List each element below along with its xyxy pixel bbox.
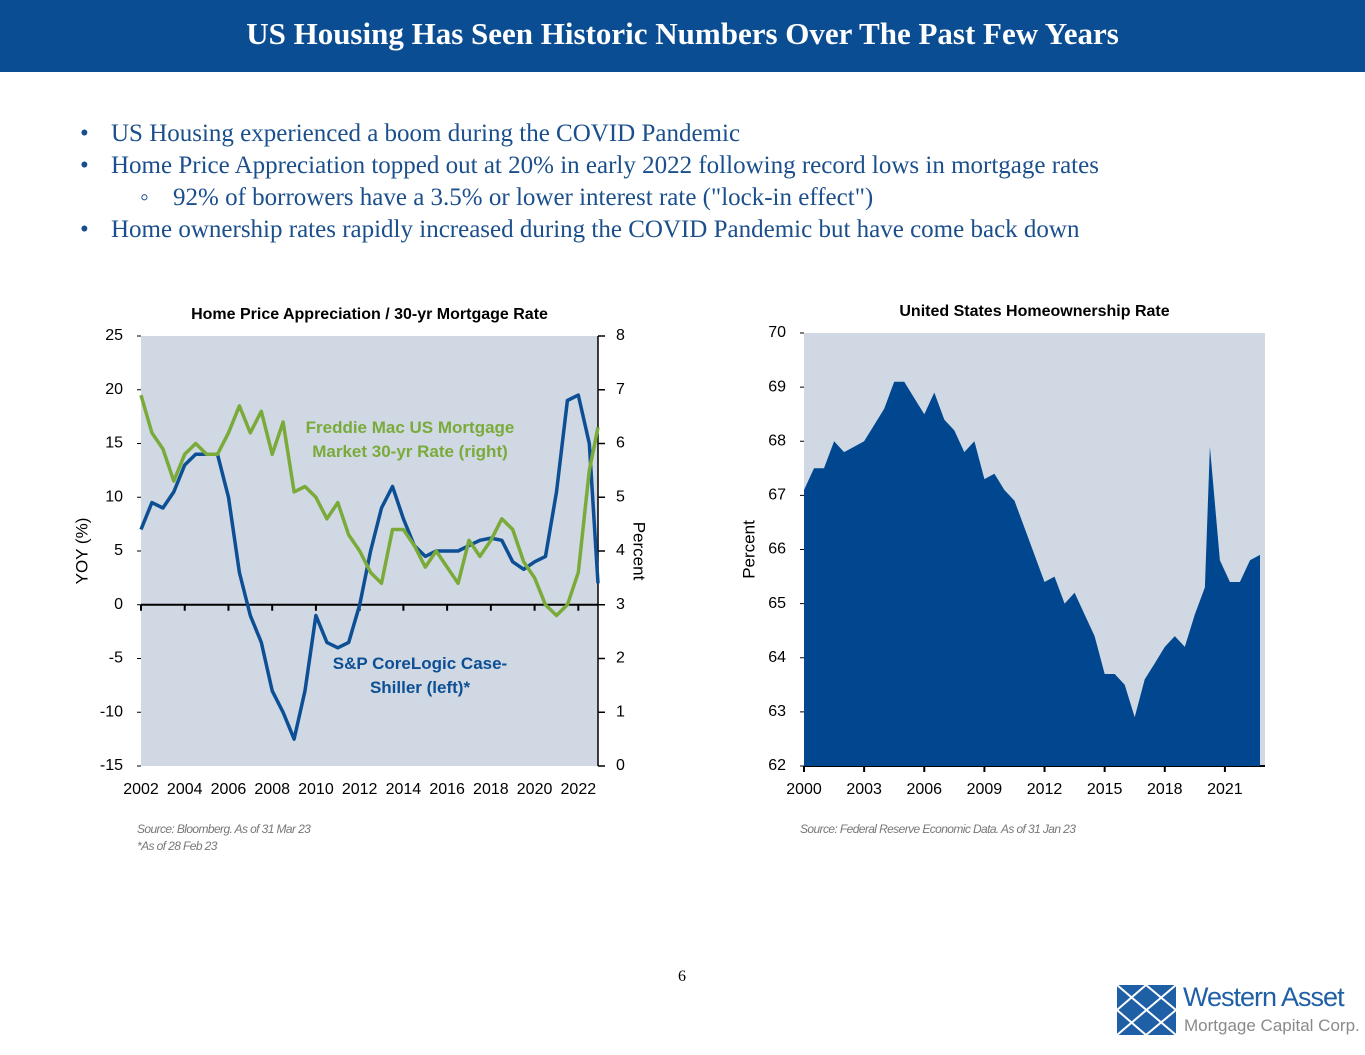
bullet: Home Price Appreciation topped out at 20… — [80, 150, 1099, 182]
y2-axis-label: Percent — [630, 522, 649, 581]
x-tick-label: 2014 — [386, 781, 422, 798]
y-tick-label: -5 — [109, 650, 123, 667]
x-tick-label: 2003 — [846, 781, 882, 798]
y-tick-label: 10 — [105, 488, 123, 505]
y2-tick-label: 6 — [616, 435, 625, 452]
x-tick-label: 2022 — [561, 781, 597, 798]
series-line — [139, 394, 600, 618]
source-note: Source: Bloomberg. As of 31 Mar 23 — [137, 822, 311, 836]
y2-tick-label: 0 — [616, 757, 625, 774]
y-tick-label: 5 — [114, 542, 123, 559]
x-tick-label: 2012 — [342, 781, 378, 798]
x-tick-label: 2016 — [429, 781, 465, 798]
source-note: Source: Federal Reserve Economic Data. A… — [800, 822, 1076, 836]
bullet: US Housing experienced a boom during the… — [80, 118, 1099, 150]
x-tick-label: 2008 — [254, 781, 290, 798]
x-tick-label: 2009 — [967, 781, 1003, 798]
y-tick-label: 62 — [768, 757, 786, 774]
x-tick-label: 2018 — [473, 781, 509, 798]
footnote: *As of 28 Feb 23 — [137, 839, 218, 853]
y2-tick-label: 4 — [616, 542, 625, 559]
y-tick-label: 15 — [105, 435, 123, 452]
y-tick-label: -15 — [100, 757, 123, 774]
x-tick-label: 2020 — [517, 781, 553, 798]
y-tick-label: 66 — [768, 541, 786, 558]
y-tick-label: 0 — [114, 596, 123, 613]
x-tick-label: 2015 — [1087, 781, 1123, 798]
x-tick-label: 2006 — [906, 781, 942, 798]
x-tick-label: 2021 — [1207, 781, 1243, 798]
y2-tick-label: 3 — [616, 596, 625, 613]
area — [804, 381, 1260, 766]
chart-title: United States Homeownership Rate — [899, 303, 1169, 320]
x-tick-label: 2006 — [211, 781, 247, 798]
y2-tick-label: 2 — [616, 650, 625, 667]
x-tick-label: 2002 — [123, 781, 159, 798]
y-tick-label: 68 — [768, 432, 786, 449]
y-axis-label: Percent — [739, 520, 758, 579]
y-tick-label: -10 — [100, 703, 123, 720]
y-tick-label: 64 — [768, 649, 786, 666]
y-tick-label: 63 — [768, 703, 786, 720]
y-tick-label: 25 — [105, 327, 123, 344]
x-tick-label: 2018 — [1147, 781, 1183, 798]
x-tick-label: 2012 — [1027, 781, 1063, 798]
bullet-list: US Housing experienced a boom during the… — [80, 118, 1099, 246]
bullet: Home ownership rates rapidly increased d… — [80, 214, 1099, 246]
y2-tick-label: 1 — [616, 703, 625, 720]
x-tick-label: 2004 — [167, 781, 203, 798]
x-tick-label: 2000 — [786, 781, 822, 798]
y2-tick-label: 7 — [616, 381, 625, 398]
y-tick-label: 65 — [768, 595, 786, 612]
logo-mark — [1116, 984, 1177, 1036]
logo-name: Western Asset — [1183, 982, 1345, 1012]
y-tick-label: 70 — [768, 324, 786, 341]
y-tick-label: 69 — [768, 378, 786, 395]
y2-tick-label: 8 — [616, 327, 625, 344]
y-axis-label: YOY (%) — [72, 518, 91, 585]
bullet: 92% of borrowers have a 3.5% or lower in… — [80, 182, 1099, 214]
slide-title: US Housing Has Seen Historic Numbers Ove… — [0, 0, 1365, 72]
series-label: Freddie Mac US Mortgage Market 30-yr Rat… — [305, 418, 515, 461]
y-tick-label: 20 — [105, 381, 123, 398]
y-tick-label: 67 — [768, 487, 786, 504]
chart-title: Home Price Appreciation / 30-yr Mortgage… — [191, 306, 548, 323]
series-label: S&P CoreLogic Case-Shiller (left)* — [332, 654, 508, 697]
page-number: 6 — [678, 968, 686, 985]
logo-subtitle: Mortgage Capital Corp. — [1184, 1016, 1360, 1035]
y2-tick-label: 5 — [616, 488, 625, 505]
x-tick-label: 2010 — [298, 781, 334, 798]
